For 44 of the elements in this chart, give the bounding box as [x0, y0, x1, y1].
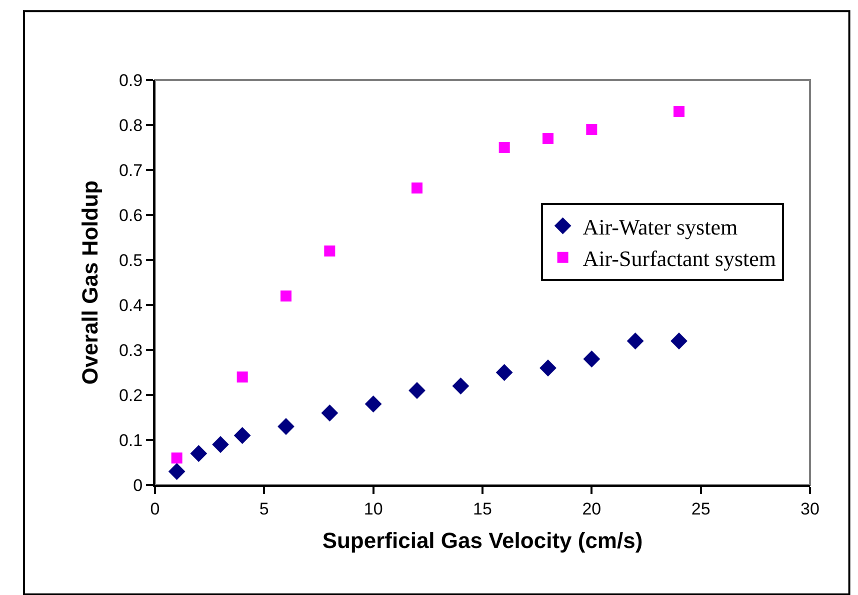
point — [542, 133, 554, 144]
y-tick-label: 0.3 — [118, 340, 143, 360]
point — [586, 124, 598, 135]
x-tick-label: 0 — [150, 499, 160, 518]
y-tick-label: 0.5 — [118, 250, 143, 270]
point — [452, 378, 470, 394]
y-tick-label: 0 — [133, 476, 143, 495]
y-tick-label: 0.8 — [118, 116, 143, 135]
x-tick-label: 25 — [691, 499, 710, 518]
point — [670, 332, 688, 350]
y-tick-label: 0.6 — [118, 206, 143, 225]
point — [498, 142, 510, 153]
point — [278, 418, 294, 435]
y-tick-label: 0.9 — [118, 70, 143, 90]
y-tick-label: 0.1 — [118, 430, 143, 450]
x-tick-label: 5 — [259, 499, 269, 518]
point — [236, 372, 248, 382]
x-tick-label: 15 — [473, 499, 492, 518]
point — [408, 382, 426, 399]
y-axis-title: Overall Gas Holdup — [77, 180, 102, 385]
point — [190, 445, 208, 462]
point — [583, 350, 600, 368]
point — [234, 427, 251, 444]
point — [540, 360, 556, 376]
point — [324, 246, 336, 256]
point — [321, 404, 338, 422]
legend-label: Air-Surfactant system — [582, 246, 776, 271]
x-axis-title: Superficial Gas Velocity (cm/s) — [322, 528, 643, 553]
legend-label: Air-Water system — [582, 214, 738, 240]
point — [171, 452, 182, 464]
x-tick-label: 20 — [582, 499, 602, 518]
x-tick-label: 10 — [364, 499, 383, 518]
point — [412, 182, 422, 194]
y-tick-label: 0.4 — [118, 296, 143, 315]
y-tick-label: 0.7 — [118, 160, 143, 180]
y-tick-label: 0.2 — [118, 386, 143, 405]
point — [168, 463, 186, 480]
point — [626, 332, 644, 350]
point — [280, 290, 292, 302]
point — [212, 436, 229, 453]
point — [496, 364, 513, 381]
point — [364, 396, 382, 412]
x-tick-label: 30 — [800, 499, 820, 518]
point — [674, 106, 684, 117]
